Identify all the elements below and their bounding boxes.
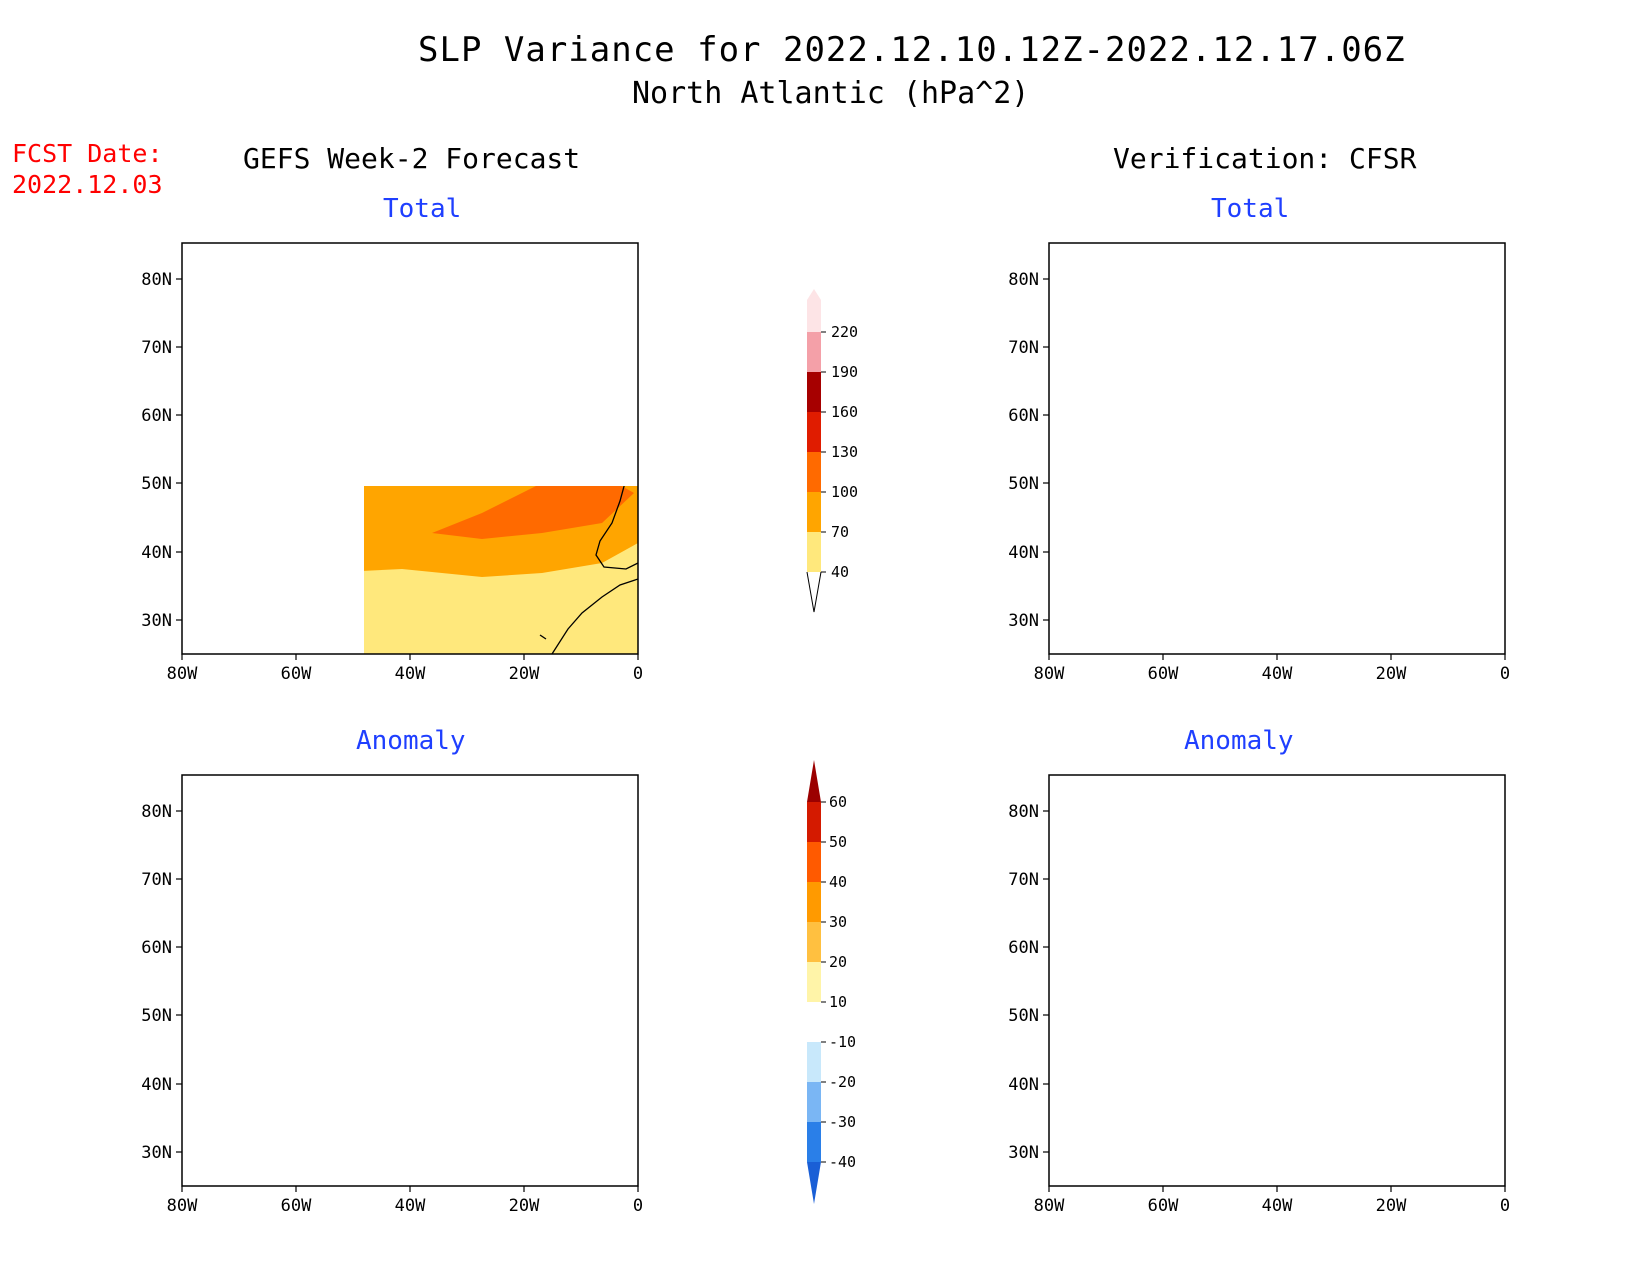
panel-title-total-right: Total bbox=[1211, 194, 1290, 224]
lat-tick-label: 60N bbox=[141, 406, 172, 426]
lat-tick-label: 40N bbox=[1008, 1075, 1039, 1095]
lat-tick-label: 70N bbox=[1008, 338, 1039, 358]
lat-tick-label: 30N bbox=[1008, 1143, 1039, 1163]
lat-tick-label: 70N bbox=[141, 870, 172, 890]
colorbar-extension bbox=[807, 1162, 821, 1204]
lon-tick-label: 20W bbox=[509, 664, 540, 684]
map-gefs-anomaly bbox=[181, 774, 639, 1187]
right-column-header: Verification: CFSR bbox=[1113, 142, 1417, 175]
lat-tick-label: 40N bbox=[141, 1075, 172, 1095]
colorbar-label: 130 bbox=[831, 443, 858, 461]
lon-tick-label: 80W bbox=[167, 664, 198, 684]
colorbar-segment bbox=[807, 1002, 821, 1042]
colorbar-segment bbox=[807, 532, 821, 572]
lat-tick-label: 50N bbox=[141, 474, 172, 494]
lat-tick-label: 40N bbox=[1008, 543, 1039, 563]
lat-tick-label: 80N bbox=[1008, 802, 1039, 822]
colorbar-label: 60 bbox=[829, 793, 847, 811]
colorbar-label: 220 bbox=[831, 323, 858, 341]
lon-tick-label: 60W bbox=[1148, 664, 1179, 684]
colorbar-label: 20 bbox=[829, 953, 847, 971]
colorbar-segment bbox=[807, 289, 821, 332]
colorbar-segment bbox=[807, 412, 821, 452]
lat-tick-label: 50N bbox=[1008, 474, 1039, 494]
lat-tick-label: 30N bbox=[141, 611, 172, 631]
figure-subtitle: North Atlantic (hPa^2) bbox=[632, 76, 1030, 111]
colorbar-segment bbox=[807, 492, 821, 532]
lon-tick-label: 40W bbox=[395, 664, 426, 684]
map-cfsr-anomaly bbox=[1048, 774, 1506, 1187]
lat-tick-label: 30N bbox=[1008, 611, 1039, 631]
colorbar-label: 40 bbox=[831, 563, 849, 581]
colorbar-label: 160 bbox=[831, 403, 858, 421]
colorbar-label: -40 bbox=[829, 1153, 856, 1171]
colorbar-segment bbox=[807, 922, 821, 962]
colorbar-label: 100 bbox=[831, 483, 858, 501]
lat-tick-label: 80N bbox=[141, 802, 172, 822]
lon-tick-label: 20W bbox=[509, 1196, 540, 1216]
colorbar-label: -10 bbox=[829, 1033, 856, 1051]
lat-tick-label: 60N bbox=[1008, 938, 1039, 958]
colorbar-segment bbox=[807, 842, 821, 882]
colorbar-label: 190 bbox=[831, 363, 858, 381]
lat-tick-label: 30N bbox=[141, 1143, 172, 1163]
colorbar-segment bbox=[807, 1042, 821, 1082]
lat-tick-label: 50N bbox=[141, 1006, 172, 1026]
lat-tick-label: 60N bbox=[1008, 406, 1039, 426]
colorbar-extension bbox=[807, 760, 821, 802]
fcst-date-value: 2022.12.03 bbox=[12, 170, 163, 199]
colorbar-label: -30 bbox=[829, 1113, 856, 1131]
lon-tick-label: 60W bbox=[281, 664, 312, 684]
lat-tick-label: 40N bbox=[141, 543, 172, 563]
panel-title-total-left: Total bbox=[383, 194, 462, 224]
lon-tick-label: 0 bbox=[1500, 1196, 1510, 1216]
colorbar-segment bbox=[807, 1122, 821, 1162]
lat-tick-label: 80N bbox=[1008, 270, 1039, 290]
colorbar-segment bbox=[807, 332, 821, 372]
fcst-date-label: FCST Date: bbox=[12, 139, 163, 168]
colorbar-label: 50 bbox=[829, 833, 847, 851]
map-cfsr-total bbox=[1048, 242, 1506, 655]
lon-tick-label: 80W bbox=[167, 1196, 198, 1216]
total-colorbar: 40 70 100 130 160 190 220 bbox=[806, 289, 858, 613]
colorbar-segment bbox=[807, 452, 821, 492]
lon-tick-label: 40W bbox=[1262, 1196, 1293, 1216]
colorbar-label: 40 bbox=[829, 873, 847, 891]
lon-tick-label: 60W bbox=[281, 1196, 312, 1216]
lon-tick-label: 80W bbox=[1034, 664, 1065, 684]
colorbar-label: 70 bbox=[831, 523, 849, 541]
colorbar-label: 30 bbox=[829, 913, 847, 931]
left-column-header: GEFS Week-2 Forecast bbox=[243, 142, 581, 175]
colorbar-label: 10 bbox=[829, 993, 847, 1011]
lon-tick-label: 60W bbox=[1148, 1196, 1179, 1216]
lon-tick-label: 0 bbox=[1500, 664, 1510, 684]
lon-tick-label: 40W bbox=[395, 1196, 426, 1216]
lat-tick-label: 70N bbox=[1008, 870, 1039, 890]
figure-title: SLP Variance for 2022.12.10.12Z-2022.12.… bbox=[418, 30, 1406, 70]
lon-tick-label: 80W bbox=[1034, 1196, 1065, 1216]
panel-title-anomaly-left: Anomaly bbox=[356, 726, 466, 756]
lon-tick-label: 40W bbox=[1262, 664, 1293, 684]
colorbar-segment bbox=[807, 1082, 821, 1122]
lat-tick-label: 60N bbox=[141, 938, 172, 958]
colorbar-segment bbox=[807, 372, 821, 412]
lon-tick-label: 20W bbox=[1376, 1196, 1407, 1216]
lat-tick-label: 80N bbox=[141, 270, 172, 290]
colorbar-segment bbox=[807, 802, 821, 842]
lat-tick-label: 50N bbox=[1008, 1006, 1039, 1026]
colorbar-extension bbox=[806, 571, 822, 613]
lat-tick-label: 70N bbox=[141, 338, 172, 358]
lon-tick-label: 0 bbox=[633, 664, 643, 684]
lon-tick-label: 0 bbox=[633, 1196, 643, 1216]
lon-tick-label: 20W bbox=[1376, 664, 1407, 684]
map-gefs-total bbox=[181, 242, 639, 655]
colorbar-label: -20 bbox=[829, 1073, 856, 1091]
colorbar-segment bbox=[807, 962, 821, 1002]
panel-title-anomaly-right: Anomaly bbox=[1184, 726, 1294, 756]
colorbar-segment bbox=[807, 882, 821, 922]
anomaly-colorbar: 60 50 40 30 20 10 -10 -20 -30 -40 bbox=[807, 760, 856, 1204]
